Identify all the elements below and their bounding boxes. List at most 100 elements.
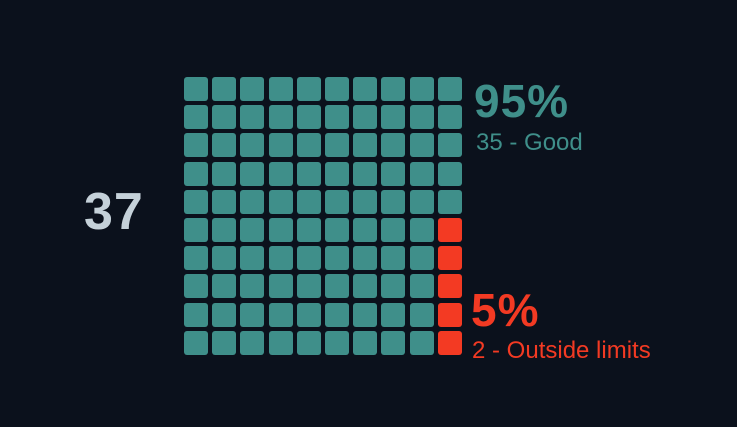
waffle-cell-good — [381, 161, 406, 186]
waffle-cell-good — [212, 189, 237, 214]
waffle-cell-good — [184, 105, 208, 130]
waffle-cell-good — [325, 302, 349, 327]
waffle-cell-good — [325, 189, 349, 214]
waffle-cell-good — [325, 105, 349, 130]
waffle-cell-good — [381, 133, 406, 158]
waffle-cell-good — [325, 218, 349, 242]
waffle-cell-good — [268, 189, 293, 214]
waffle-cell-good — [184, 77, 208, 101]
waffle-cell-good — [381, 246, 406, 271]
waffle-cell-good — [212, 330, 237, 355]
waffle-cell-good — [268, 77, 293, 101]
waffle-cell-good — [381, 302, 406, 327]
waffle-cell-good — [409, 274, 434, 299]
waffle-cell-good — [240, 330, 265, 355]
waffle-cell-good — [240, 77, 265, 101]
waffle-cell-good — [212, 77, 237, 101]
waffle-cell-good — [325, 77, 349, 101]
total-count: 37 — [84, 183, 144, 241]
waffle-cell-outside-limits — [437, 330, 462, 355]
waffle-cell-good — [353, 105, 378, 130]
waffle-cell-good — [409, 189, 434, 214]
waffle-cell-good — [268, 246, 293, 271]
waffle-cell-good — [437, 105, 462, 130]
waffle-cell-good — [296, 133, 321, 158]
waffle-cell-good — [381, 274, 406, 299]
waffle-cell-outside-limits — [437, 302, 462, 327]
waffle-cell-good — [437, 133, 462, 158]
waffle-cell-good — [353, 274, 378, 299]
outside-limits-count-label: 2 - Outside limits — [472, 337, 651, 364]
waffle-cell-good — [184, 189, 208, 214]
waffle-grid — [184, 77, 462, 357]
waffle-cell-good — [381, 189, 406, 214]
waffle-cell-good — [353, 133, 378, 158]
waffle-cell-outside-limits — [437, 246, 462, 271]
waffle-cell-good — [437, 161, 462, 186]
waffle-cell-good — [268, 161, 293, 186]
waffle-cell-good — [184, 161, 208, 186]
waffle-cell-good — [184, 330, 208, 355]
waffle-cell-good — [409, 161, 434, 186]
waffle-cell-good — [212, 246, 237, 271]
waffle-cell-good — [184, 218, 208, 242]
waffle-cell-good — [409, 330, 434, 355]
waffle-cell-good — [325, 161, 349, 186]
waffle-cell-good — [240, 218, 265, 242]
waffle-cell-good — [353, 246, 378, 271]
waffle-cell-good — [381, 330, 406, 355]
waffle-cell-good — [268, 302, 293, 327]
waffle-cell-good — [240, 302, 265, 327]
waffle-cell-good — [437, 189, 462, 214]
waffle-cell-good — [353, 189, 378, 214]
waffle-cell-good — [296, 189, 321, 214]
waffle-cell-good — [212, 105, 237, 130]
waffle-cell-good — [212, 133, 237, 158]
waffle-cell-good — [240, 189, 265, 214]
waffle-cell-good — [184, 246, 208, 271]
waffle-cell-good — [268, 218, 293, 242]
waffle-cell-good — [353, 302, 378, 327]
good-count-label: 35 - Good — [476, 129, 583, 156]
waffle-cell-good — [240, 105, 265, 130]
waffle-cell-good — [353, 218, 378, 242]
waffle-cell-good — [409, 77, 434, 101]
waffle-cell-good — [325, 330, 349, 355]
waffle-cell-good — [212, 302, 237, 327]
waffle-cell-outside-limits — [437, 218, 462, 242]
waffle-cell-good — [296, 77, 321, 101]
waffle-cell-good — [268, 274, 293, 299]
waffle-cell-good — [296, 105, 321, 130]
waffle-cell-good — [409, 218, 434, 242]
outside-limits-percent-label: 5% — [471, 284, 540, 336]
waffle-cell-good — [437, 77, 462, 101]
waffle-cell-good — [409, 133, 434, 158]
waffle-cell-good — [268, 330, 293, 355]
waffle-cell-outside-limits — [437, 274, 462, 299]
waffle-cell-good — [409, 302, 434, 327]
waffle-cell-good — [184, 133, 208, 158]
waffle-cell-good — [409, 246, 434, 271]
waffle-cell-good — [240, 274, 265, 299]
waffle-cell-good — [381, 218, 406, 242]
waffle-cell-good — [353, 330, 378, 355]
waffle-cell-good — [212, 218, 237, 242]
waffle-cell-good — [240, 133, 265, 158]
waffle-cell-good — [296, 274, 321, 299]
good-percent-label: 95% — [474, 75, 570, 127]
waffle-cell-good — [212, 274, 237, 299]
waffle-cell-good — [296, 161, 321, 186]
waffle-cell-good — [409, 105, 434, 130]
waffle-cell-good — [353, 77, 378, 101]
waffle-cell-good — [184, 274, 208, 299]
waffle-cell-good — [296, 246, 321, 271]
waffle-cell-good — [381, 77, 406, 101]
waffle-cell-good — [296, 330, 321, 355]
waffle-cell-good — [325, 133, 349, 158]
waffle-cell-good — [268, 133, 293, 158]
waffle-cell-good — [353, 161, 378, 186]
waffle-cell-good — [268, 105, 293, 130]
waffle-cell-good — [381, 105, 406, 130]
waffle-cell-good — [325, 246, 349, 271]
